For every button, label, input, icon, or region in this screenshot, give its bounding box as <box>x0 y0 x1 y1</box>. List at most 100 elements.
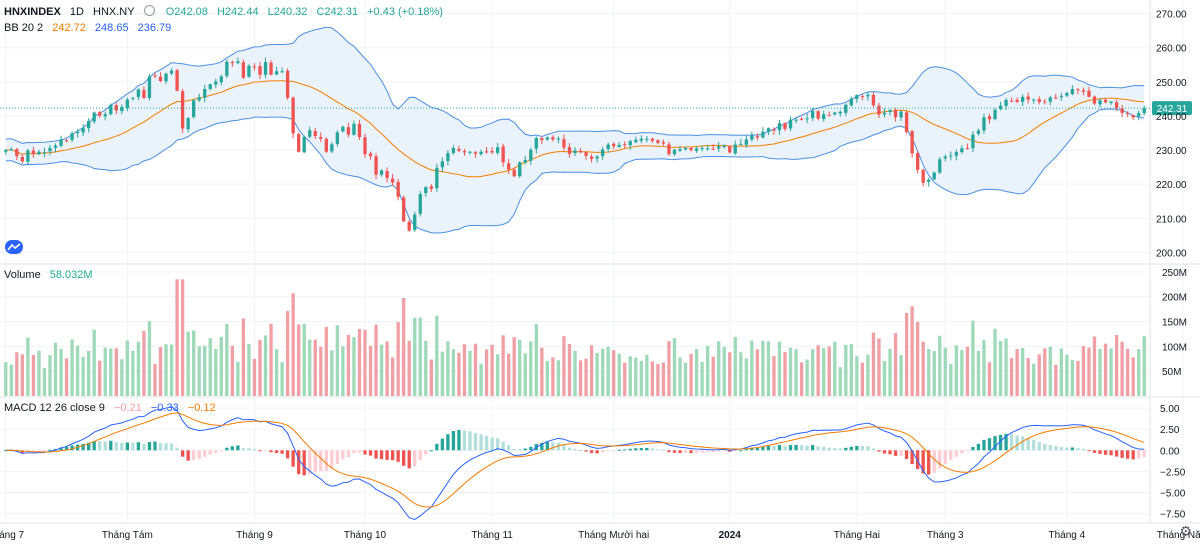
volume-bar <box>324 326 328 396</box>
macd-hist-bar <box>98 441 102 451</box>
macd-hist-bar <box>540 442 544 451</box>
macd-hist-bar <box>457 430 461 451</box>
macd-histogram <box>4 430 1146 476</box>
volume-bar <box>529 341 533 396</box>
candle-body <box>4 150 8 152</box>
candle-body <box>37 151 41 155</box>
candle-body <box>838 111 842 114</box>
macd-hist-bar <box>125 442 130 451</box>
candle-body <box>1048 97 1052 102</box>
candle-body <box>700 148 704 150</box>
volume-bar <box>904 312 909 396</box>
macd-hist-bar <box>971 446 975 451</box>
volume-bar <box>241 318 246 396</box>
macd-hist-bar <box>1137 450 1141 459</box>
macd-hist-bar <box>1098 450 1102 454</box>
volume-bar <box>838 367 842 396</box>
volume-bar <box>938 335 942 396</box>
candle-body <box>661 142 666 144</box>
candle-body <box>9 149 13 151</box>
macd-hist-bar <box>252 448 257 451</box>
macd-hist-bar <box>628 448 632 451</box>
volume-bar <box>910 306 914 396</box>
candle-body <box>551 137 555 140</box>
candle-body <box>927 179 931 182</box>
tradingview-logo-icon[interactable] <box>5 240 23 254</box>
volume-bar <box>158 346 163 396</box>
volume-bar <box>683 362 688 396</box>
candle-body <box>866 94 870 97</box>
macd-hist-bar <box>1120 450 1124 458</box>
macd-hist-bar <box>208 450 212 455</box>
volume-bar <box>855 356 859 396</box>
candle-body <box>943 156 947 159</box>
macd-hist-bar <box>932 450 936 473</box>
time-axis-label: Tháng 4 <box>1049 530 1086 541</box>
volume-bar <box>888 348 892 396</box>
time-axis-label: 2024 <box>719 530 742 541</box>
macd-hist-bar <box>280 450 284 454</box>
candle-body <box>1103 99 1108 103</box>
volume-bar <box>545 361 550 396</box>
macd-hist-bar <box>495 438 500 451</box>
candle-body <box>1142 108 1146 114</box>
volume-bar <box>396 322 400 396</box>
candle-body <box>302 136 306 153</box>
macd-hist-bar <box>739 450 743 452</box>
macd-hist-bar <box>606 450 610 452</box>
candle-body <box>352 123 356 135</box>
macd-hist-bar <box>888 450 892 455</box>
macd-hist-bar <box>70 445 74 451</box>
candle-body <box>1120 108 1124 113</box>
candle-body <box>479 151 483 155</box>
volume-bar <box>468 350 472 396</box>
symbol-name[interactable]: HNXINDEX <box>4 6 61 18</box>
macd-hist-bar <box>153 441 157 451</box>
macd-hist-bar <box>1043 444 1047 451</box>
macd-hist-bar <box>236 445 240 451</box>
macd-legend[interactable]: MACD 12 26 close 9 −0.21 −0.33 −0.12 <box>4 401 222 415</box>
volume-bar <box>639 360 643 396</box>
macd-hist-bar <box>330 450 334 469</box>
candle-body <box>717 146 721 149</box>
volume-bar <box>689 353 693 396</box>
eye-icon[interactable] <box>143 5 155 16</box>
volume-bar <box>982 340 986 396</box>
macd-hist-bar <box>788 445 793 451</box>
macd-hist-bar <box>612 450 616 452</box>
candle-body <box>385 170 389 179</box>
macd-hist-bar <box>744 449 748 451</box>
candle-body <box>750 135 754 140</box>
macd-hist-bar <box>1092 450 1097 453</box>
macd-hist-bar <box>197 450 201 460</box>
candle-body <box>888 110 892 113</box>
volume-axis-label: 150M <box>1162 318 1187 329</box>
volume-bar <box>705 345 710 396</box>
candle-body <box>600 149 605 157</box>
candle-body <box>1026 96 1030 100</box>
gear-icon[interactable]: ⚙ <box>1179 523 1192 539</box>
macd-hist-bar <box>4 450 8 452</box>
volume-bar <box>175 279 179 396</box>
macd-hist-bar <box>915 450 920 470</box>
macd-hist-bar <box>595 450 599 454</box>
bb-lower-value: 236.79 <box>137 22 172 34</box>
volume-bar <box>192 330 196 396</box>
macd-hist-bar <box>816 446 820 451</box>
volume-legend[interactable]: Volume 58.032M <box>4 268 99 282</box>
candle-body <box>634 139 638 143</box>
candle-body <box>462 151 467 153</box>
volume-bar <box>1114 334 1119 396</box>
volume-bar <box>319 346 323 396</box>
bb-upper-value: 248.65 <box>94 22 129 34</box>
interval[interactable]: 1D <box>69 6 84 18</box>
volume-bar <box>180 279 185 396</box>
volume-bar <box>247 343 251 396</box>
bb-legend[interactable]: BB 20 2 242.72 248.65 236.79 <box>4 21 177 35</box>
volume-bar <box>490 344 494 396</box>
volume-bar <box>352 337 356 396</box>
bb-basis-value: 242.72 <box>52 22 86 34</box>
macd-hist-bar <box>650 448 655 451</box>
